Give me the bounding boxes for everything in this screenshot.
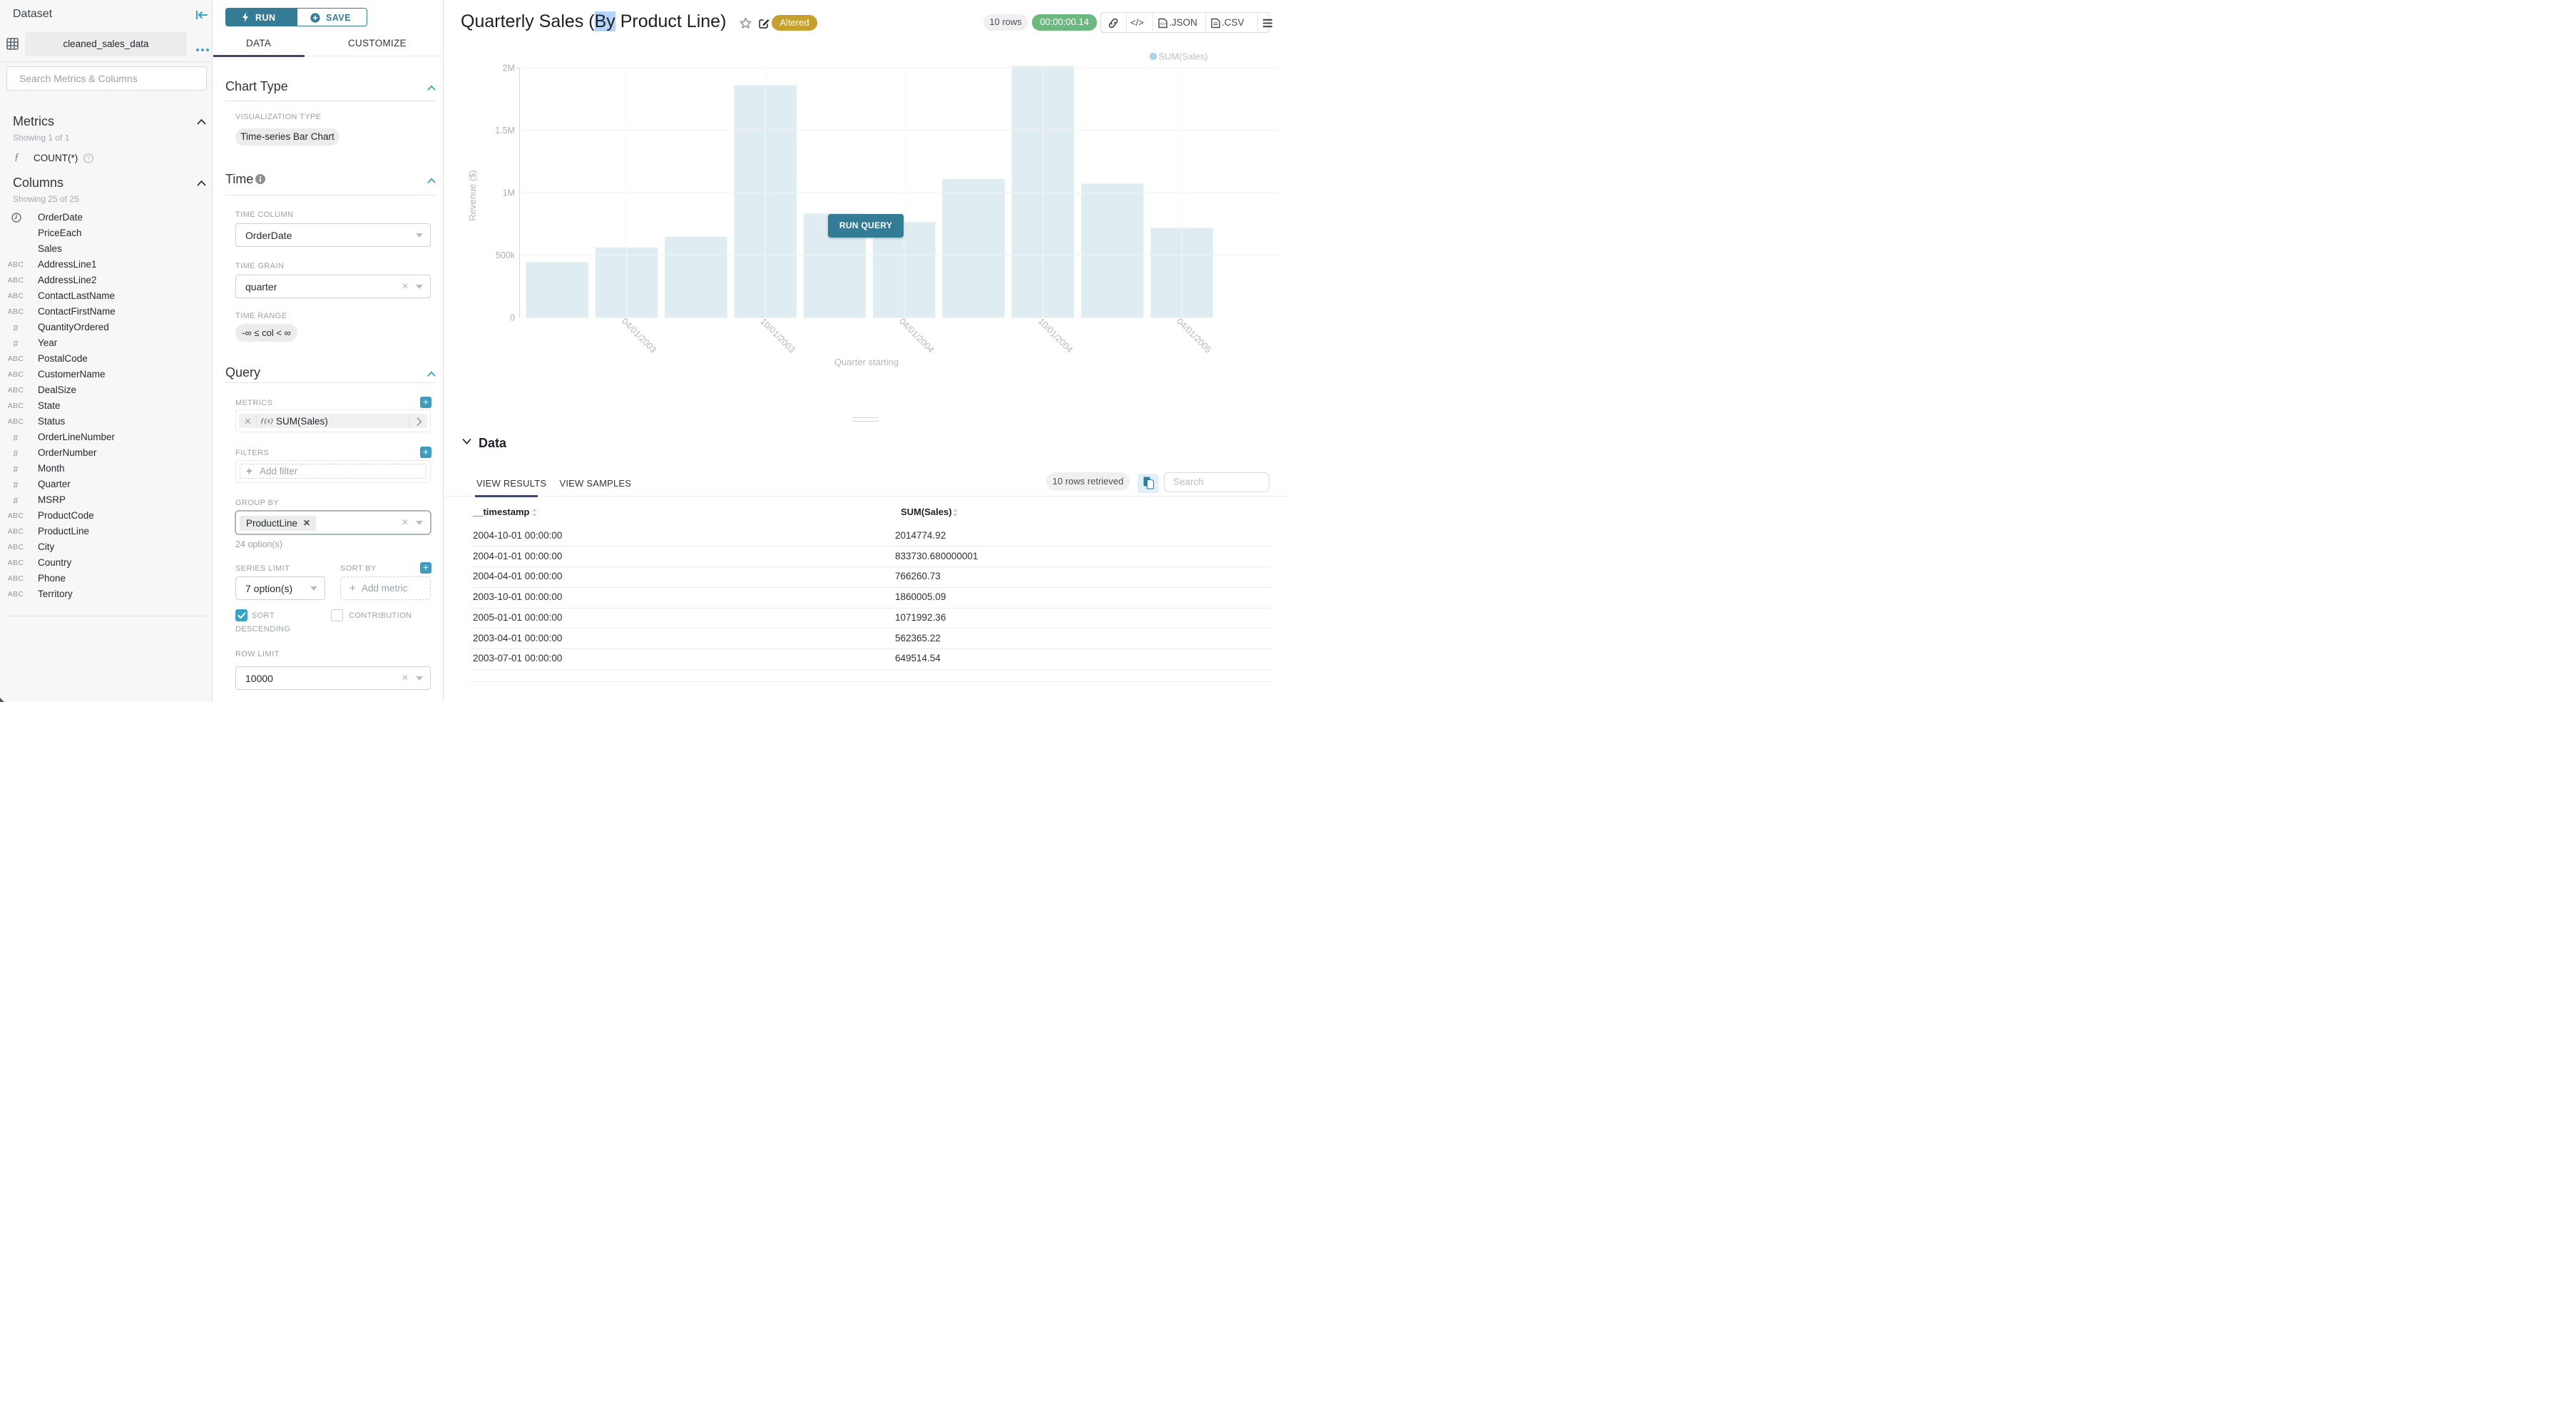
svg-text:Quarter starting: Quarter starting	[834, 357, 899, 367]
svg-text:10/01/2004: 10/01/2004	[1036, 316, 1075, 355]
svg-text:?: ?	[86, 155, 90, 162]
svg-text:500k: 500k	[496, 250, 516, 260]
svg-text:0: 0	[510, 313, 515, 323]
svg-text:04/01/2003: 04/01/2003	[620, 316, 658, 355]
svg-text:04/01/2004: 04/01/2004	[897, 316, 936, 355]
svg-text:1M: 1M	[503, 188, 515, 198]
svg-text:SUM(Sales): SUM(Sales)	[1159, 51, 1208, 62]
svg-text:</>: </>	[1160, 22, 1166, 26]
svg-text:Revenue ($): Revenue ($)	[467, 170, 478, 221]
svg-text:2M: 2M	[503, 63, 515, 73]
svg-text:04/01/2005: 04/01/2005	[1175, 316, 1213, 355]
svg-text:1.5M: 1.5M	[495, 126, 515, 136]
svg-text:10/01/2003: 10/01/2003	[758, 316, 797, 355]
